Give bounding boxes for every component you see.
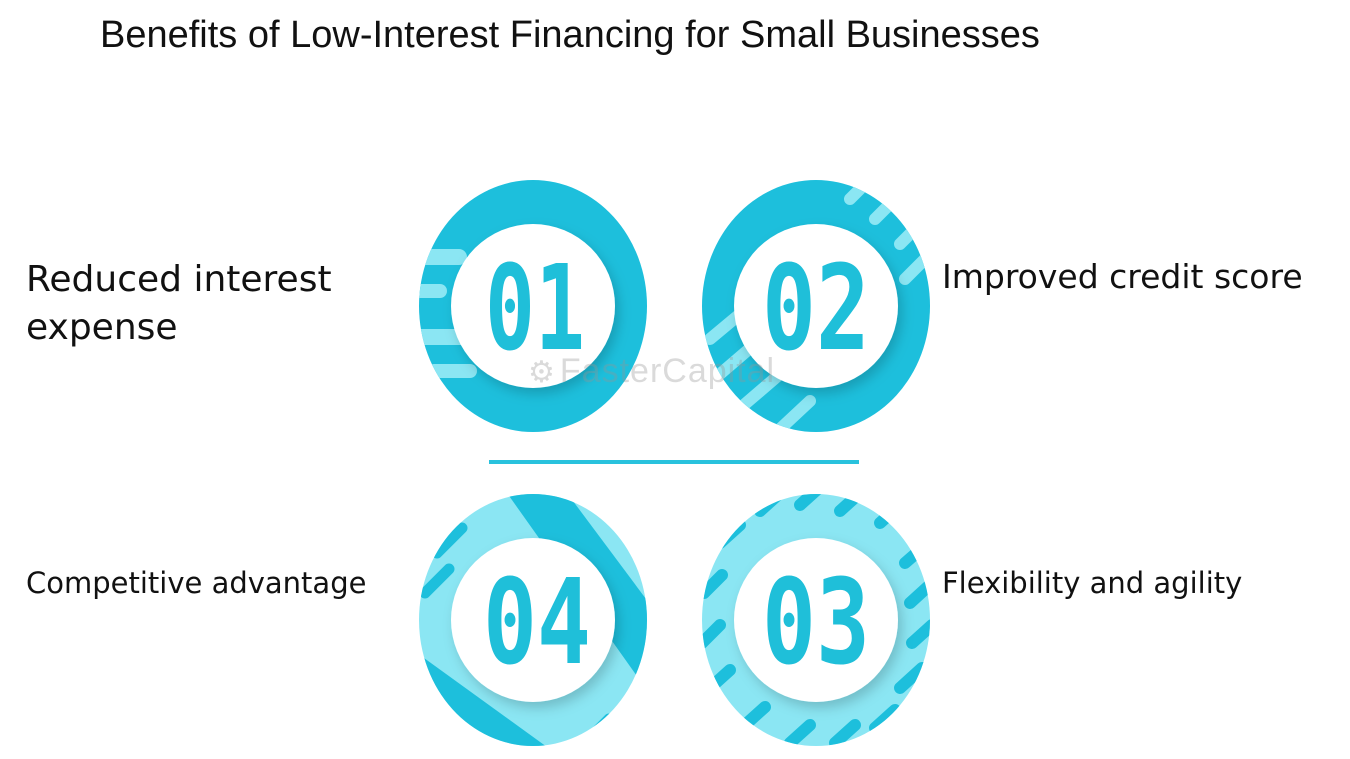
gear-icon: ⚙: [528, 356, 556, 389]
diagram-title: Benefits of Low-Interest Financing for S…: [100, 14, 1040, 56]
badge-disc: [451, 224, 615, 388]
badge-number-03: 03: [762, 553, 870, 691]
label-competitive-advantage: Competitive advantage: [26, 566, 367, 600]
badge-03: 03: [702, 494, 930, 746]
badge-number-01: 01: [485, 239, 585, 377]
watermark-text: FasterCapital: [559, 352, 776, 390]
badge-02: 02: [702, 180, 930, 432]
label-flexibility-and-agility: Flexibility and agility: [942, 566, 1243, 600]
badge-number-04: 04: [483, 553, 591, 691]
badge-number-02: 02: [762, 239, 870, 377]
badge-disc: [734, 224, 898, 388]
label-improved-credit-score: Improved credit score: [942, 257, 1303, 296]
watermark: ⚙ FasterCapital: [528, 352, 775, 391]
label-reduced-interest-expense: Reduced interest expense: [26, 259, 332, 348]
badge-disc: [451, 538, 615, 702]
badge-disc: [734, 538, 898, 702]
badge-04: 04: [419, 494, 647, 746]
badge-01: 01: [419, 180, 647, 432]
divider-line: [489, 460, 859, 464]
